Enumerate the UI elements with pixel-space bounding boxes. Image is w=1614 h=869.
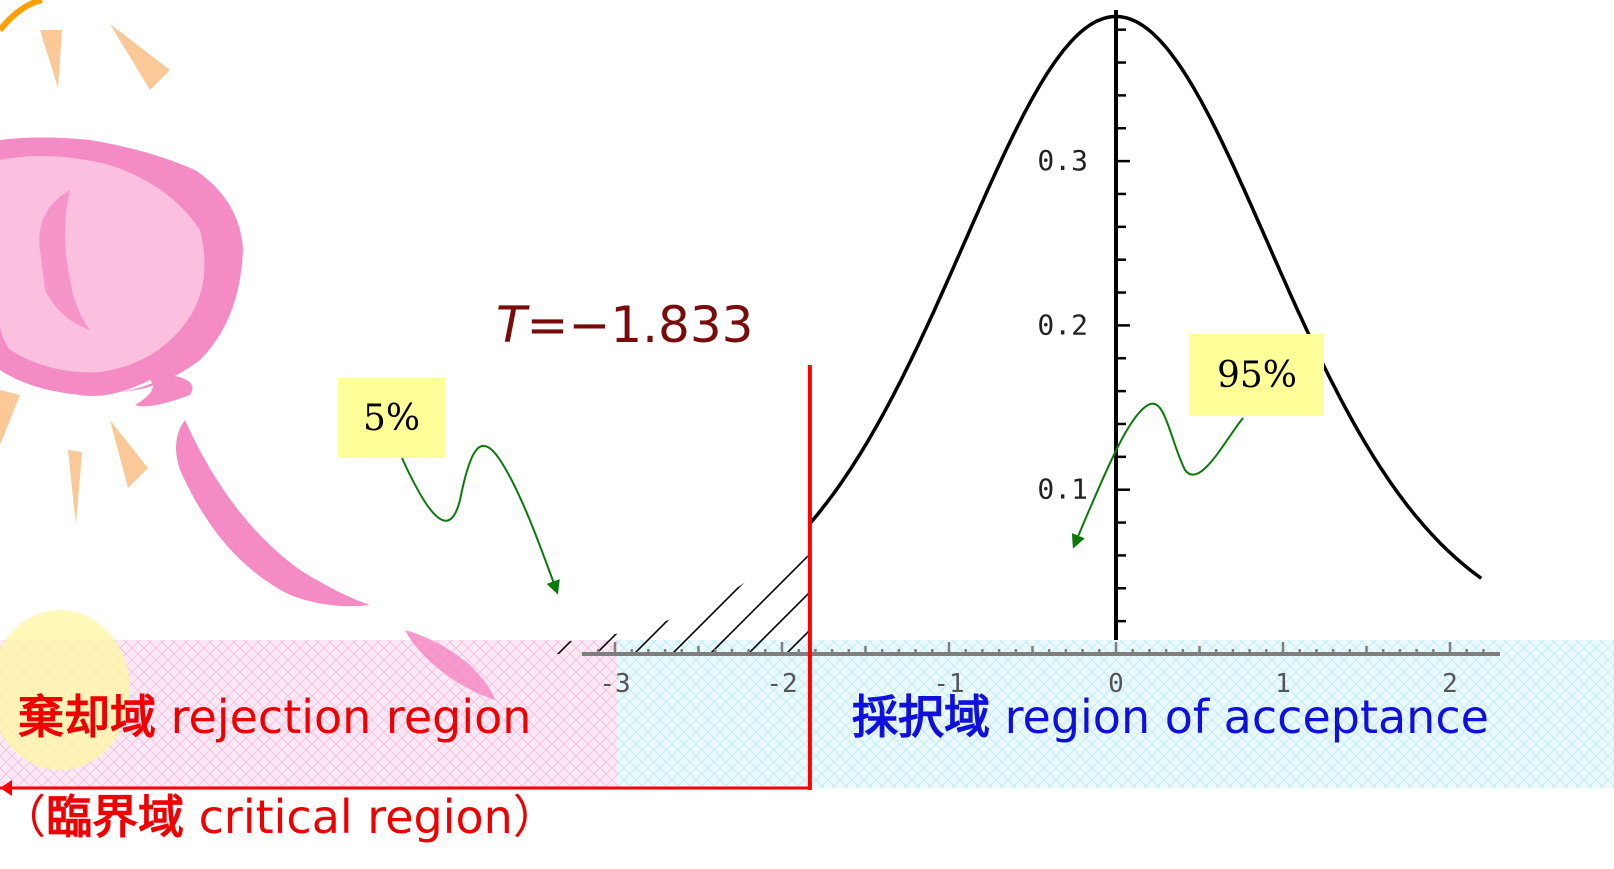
x-tick-label: 2 <box>1442 669 1458 699</box>
critical-region-label-en: critical region <box>198 790 513 844</box>
critical-region-arrowhead <box>0 780 12 796</box>
tail-hatch-line <box>663 526 810 654</box>
x-tick-label: 0 <box>1108 669 1124 699</box>
tail-area-callout: 5% <box>338 378 445 458</box>
tail-area-label: 5% <box>362 397 421 439</box>
acceptance-region-band <box>618 640 1614 788</box>
acceptance-callout-arrow <box>1071 402 1244 549</box>
rejection-region-label-jp: 棄却域 <box>18 690 156 744</box>
x-tick-label: -1 <box>933 669 964 699</box>
density-curve <box>808 14 1483 580</box>
sun-with-flower-clipart-icon <box>0 0 495 770</box>
x-tick-label: 1 <box>1275 669 1291 699</box>
critical-value-label: T=−1.833 <box>496 300 753 350</box>
y-tick-label: 0.3 <box>1037 144 1088 177</box>
critical-region-label-jp: 臨界域 <box>46 790 184 844</box>
tail-callout-arrow <box>401 445 560 595</box>
critical-region-close-paren: ） <box>512 790 559 844</box>
y-tick-label: 0.2 <box>1037 308 1088 341</box>
rejection-region-label: 棄却域 rejection region <box>18 694 531 740</box>
x-tick-label: -3 <box>599 669 630 699</box>
acceptance-region-label: 採択域 region of acceptance <box>852 694 1489 740</box>
critical-region-label: （臨界域 critical region） <box>0 794 559 840</box>
critical-value-symbol: T <box>496 296 527 354</box>
critical-region-open-paren: （ <box>0 790 46 844</box>
acceptance-area-label: 95% <box>1216 354 1297 396</box>
acceptance-region-label-jp: 採択域 <box>852 690 990 744</box>
acceptance-region-label-en: region of acceptance <box>1004 690 1489 744</box>
y-tick-label: 0.1 <box>1037 473 1088 506</box>
rejection-region-label-en: rejection region <box>170 690 532 744</box>
acceptance-area-callout: 95% <box>1190 334 1324 416</box>
x-tick-label: -2 <box>766 669 797 699</box>
critical-value-text: =−1.833 <box>526 296 754 354</box>
